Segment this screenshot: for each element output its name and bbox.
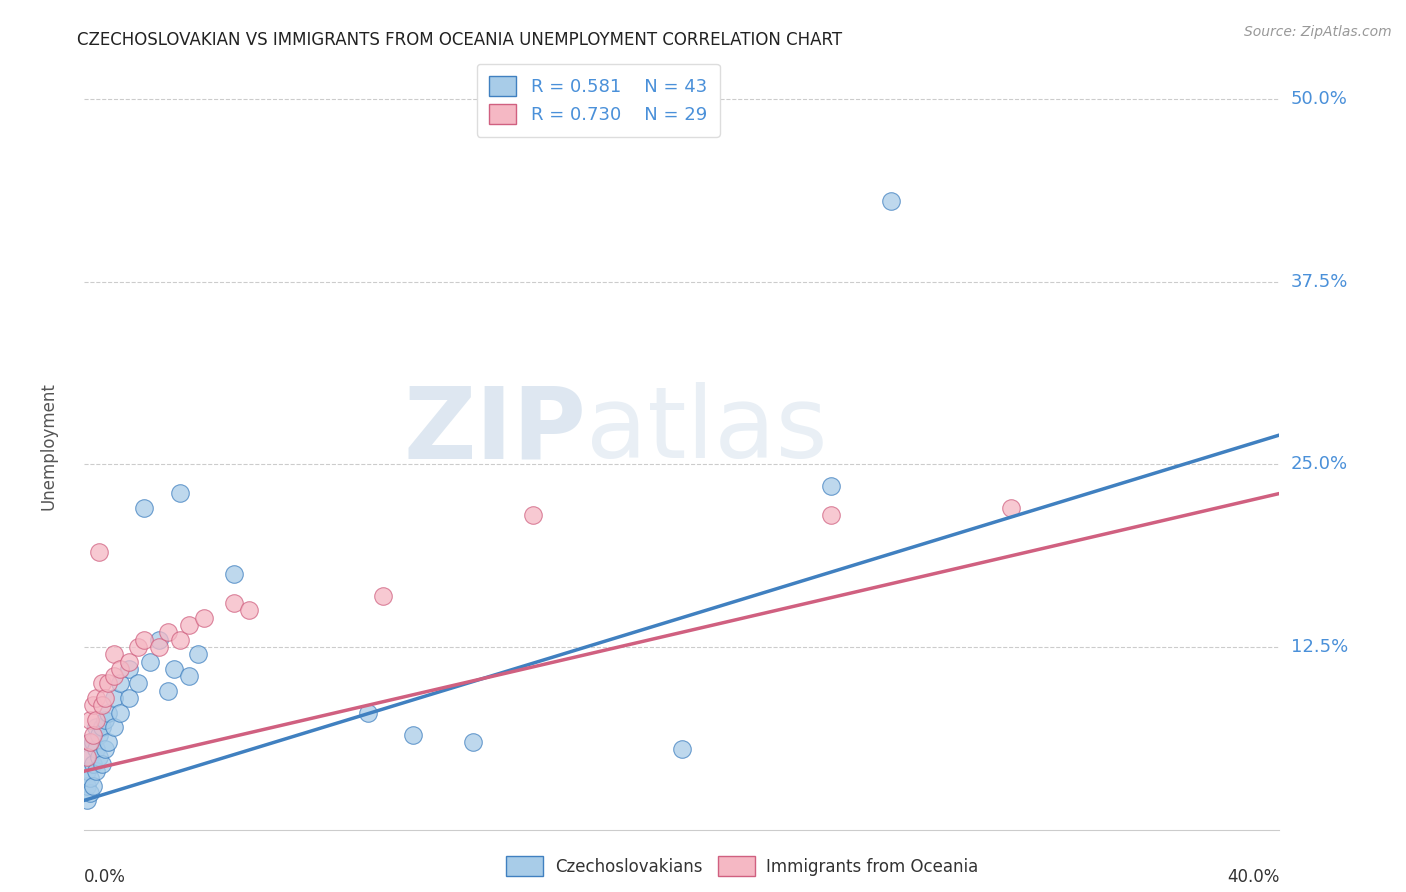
Point (76, 749, 98, 764)
Point (148, 640, 170, 654)
Point (79, 735, 101, 749)
Point (82, 756, 104, 771)
Point (103, 720, 125, 734)
Point (103, 669, 125, 683)
Point (110, 706, 132, 720)
Text: 50.0%: 50.0% (1291, 90, 1347, 108)
Point (148, 632, 170, 647)
Point (79, 786, 101, 800)
Point (89, 545, 111, 559)
Point (76, 793, 98, 807)
Point (82, 735, 104, 749)
Point (91, 676, 114, 690)
Legend: R = 0.581    N = 43, R = 0.730    N = 29: R = 0.581 N = 43, R = 0.730 N = 29 (477, 64, 720, 137)
Point (1000, 501, 1022, 516)
Point (79, 713, 101, 727)
Text: ZIP: ZIP (404, 382, 586, 479)
Point (357, 706, 380, 720)
Point (86, 713, 108, 727)
Point (193, 610, 215, 624)
Point (132, 501, 156, 516)
Text: Source: ZipAtlas.com: Source: ZipAtlas.com (1244, 25, 1392, 39)
Text: Czechoslovakians: Czechoslovakians (555, 858, 703, 876)
Point (820, 508, 842, 523)
Point (86, 764, 108, 778)
Point (103, 691, 125, 706)
Point (89, 749, 111, 764)
Point (169, 486, 191, 500)
Point (97, 735, 120, 749)
Point (169, 632, 191, 647)
Point (187, 647, 209, 661)
Point (157, 625, 180, 640)
Point (82, 728, 104, 742)
Point (461, 735, 484, 749)
Text: 0.0%: 0.0% (84, 869, 127, 887)
Point (222, 596, 245, 610)
Text: Immigrants from Oceania: Immigrants from Oceania (766, 858, 979, 876)
Point (94, 742, 117, 756)
Point (118, 662, 141, 676)
Point (79, 749, 101, 764)
Text: 12.5%: 12.5% (1291, 638, 1348, 656)
Point (222, 566, 245, 581)
Point (238, 603, 260, 617)
Point (82, 698, 104, 713)
Point (91, 698, 114, 713)
Point (127, 640, 149, 654)
Point (177, 669, 200, 683)
Point (76, 764, 98, 778)
Point (82, 779, 104, 793)
Point (880, 194, 903, 209)
Point (110, 662, 132, 676)
Point (163, 662, 186, 676)
Point (157, 683, 180, 698)
Point (118, 655, 141, 669)
Text: 37.5%: 37.5% (1291, 273, 1348, 291)
Point (86, 691, 108, 706)
Point (86, 742, 108, 756)
Text: Unemployment: Unemployment (39, 382, 58, 510)
Point (79, 772, 101, 786)
Point (79, 735, 101, 749)
Point (177, 618, 200, 632)
Text: 25.0%: 25.0% (1291, 455, 1348, 474)
Point (91, 720, 114, 734)
Point (118, 691, 141, 706)
Text: 40.0%: 40.0% (1227, 869, 1279, 887)
Point (97, 676, 120, 690)
Point (97, 706, 120, 720)
Point (94, 713, 117, 727)
Point (132, 632, 156, 647)
Point (89, 728, 111, 742)
Point (139, 655, 162, 669)
Point (94, 691, 117, 706)
Point (402, 728, 425, 742)
Text: CZECHOSLOVAKIAN VS IMMIGRANTS FROM OCEANIA UNEMPLOYMENT CORRELATION CHART: CZECHOSLOVAKIAN VS IMMIGRANTS FROM OCEAN… (77, 31, 842, 49)
Point (86, 720, 108, 734)
Point (522, 508, 544, 523)
Point (103, 647, 125, 661)
Point (76, 779, 98, 793)
Point (127, 676, 149, 690)
Point (91, 756, 114, 771)
Point (671, 742, 693, 756)
Point (820, 479, 842, 493)
Text: atlas: atlas (586, 382, 828, 479)
Point (110, 676, 132, 690)
Point (373, 589, 395, 603)
